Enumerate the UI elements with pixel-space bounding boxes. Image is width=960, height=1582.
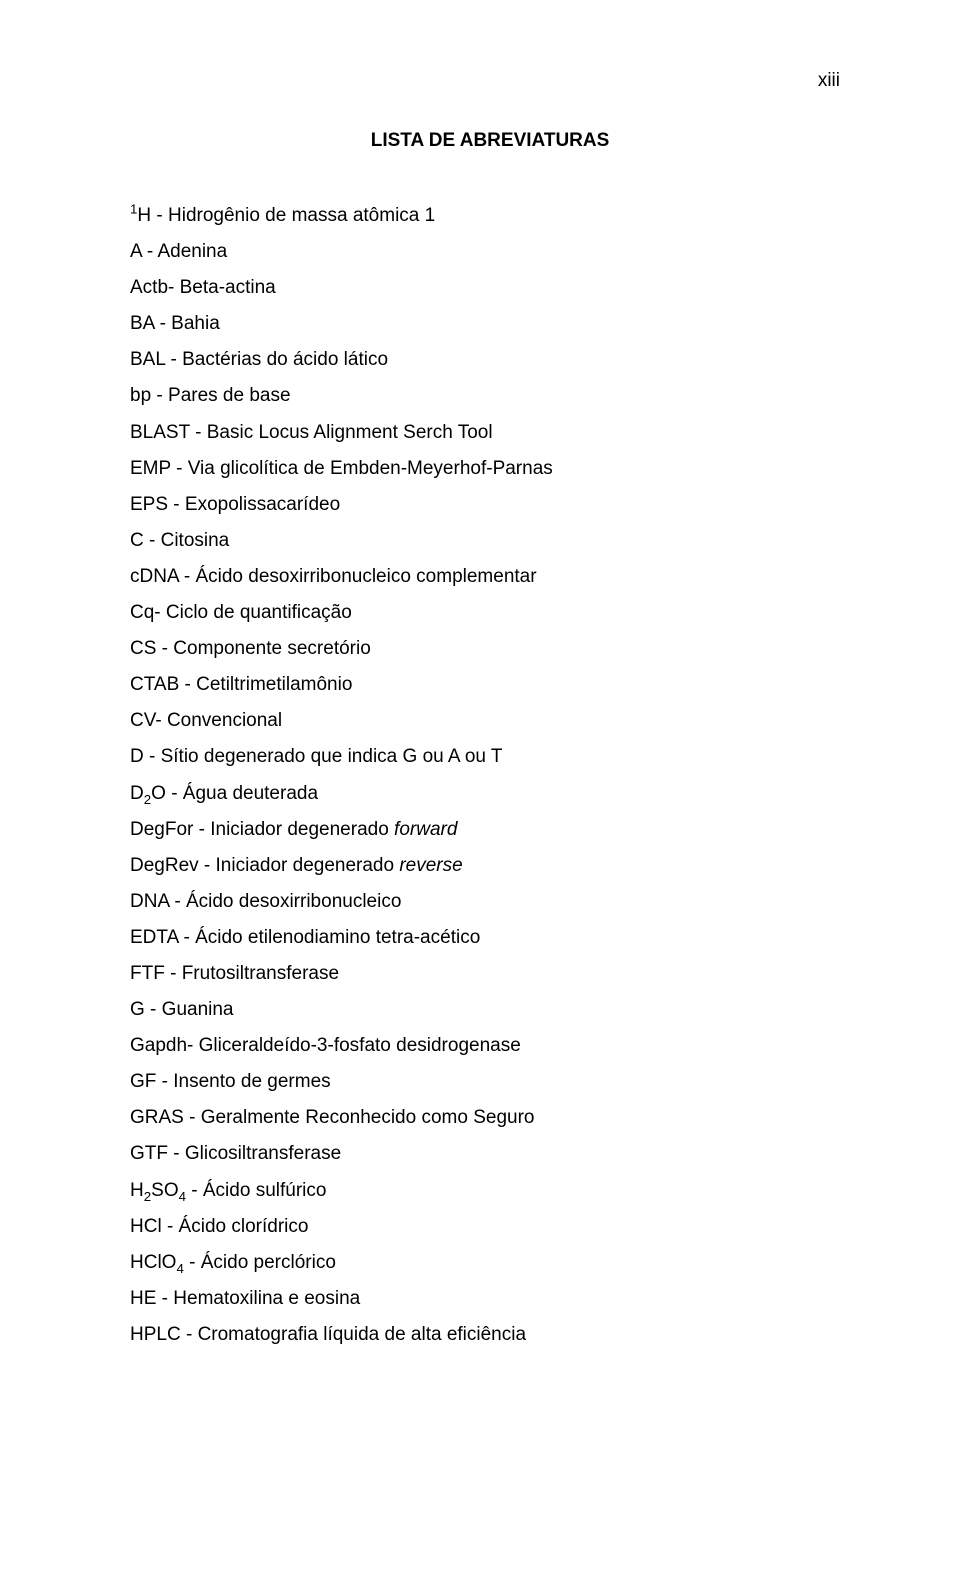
abbreviation-entry: DegFor - Iniciador degenerado forward bbox=[130, 812, 850, 848]
abbreviation-entry: GTF - Glicosiltransferase bbox=[130, 1136, 850, 1172]
abbreviation-entry: CV- Convencional bbox=[130, 703, 850, 739]
abbreviation-entry: CTAB - Cetiltrimetilamônio bbox=[130, 667, 850, 703]
abbreviation-entry: DegRev - Iniciador degenerado reverse bbox=[130, 848, 850, 884]
abbreviation-list: 1H - Hidrogênio de massa atômica 1A - Ad… bbox=[130, 198, 850, 1353]
abbreviation-entry: EPS - Exopolissacarídeo bbox=[130, 487, 850, 523]
abbreviation-entry: bp - Pares de base bbox=[130, 378, 850, 414]
abbreviation-entry: HE - Hematoxilina e eosina bbox=[130, 1281, 850, 1317]
abbreviation-entry: Gapdh- Gliceraldeído-3-fosfato desidroge… bbox=[130, 1028, 850, 1064]
abbreviation-entry: BAL - Bactérias do ácido lático bbox=[130, 342, 850, 378]
abbreviation-entry: 1H - Hidrogênio de massa atômica 1 bbox=[130, 198, 850, 234]
abbreviation-entry: C - Citosina bbox=[130, 523, 850, 559]
abbreviation-entry: D2O - Água deuterada bbox=[130, 776, 850, 812]
abbreviation-entry: H2SO4 - Ácido sulfúrico bbox=[130, 1173, 850, 1209]
abbreviation-entry: DNA - Ácido desoxirribonucleico bbox=[130, 884, 850, 920]
abbreviation-entry: A - Adenina bbox=[130, 234, 850, 270]
abbreviation-entry: BLAST - Basic Locus Alignment Serch Tool bbox=[130, 415, 850, 451]
abbreviation-entry: G - Guanina bbox=[130, 992, 850, 1028]
abbreviation-entry: EDTA - Ácido etilenodiamino tetra-acétic… bbox=[130, 920, 850, 956]
abbreviation-entry: D - Sítio degenerado que indica G ou A o… bbox=[130, 739, 850, 775]
abbreviation-entry: cDNA - Ácido desoxirribonucleico complem… bbox=[130, 559, 850, 595]
abbreviation-entry: HClO4 - Ácido perclórico bbox=[130, 1245, 850, 1281]
page-number: xiii bbox=[818, 70, 840, 92]
abbreviation-entry: HCl - Ácido clorídrico bbox=[130, 1209, 850, 1245]
page-title: LISTA DE ABREVIATURAS bbox=[130, 130, 850, 152]
abbreviation-entry: GRAS - Geralmente Reconhecido como Segur… bbox=[130, 1100, 850, 1136]
abbreviation-entry: FTF - Frutosiltransferase bbox=[130, 956, 850, 992]
abbreviation-entry: EMP - Via glicolítica de Embden-Meyerhof… bbox=[130, 451, 850, 487]
abbreviation-entry: HPLC - Cromatografia líquida de alta efi… bbox=[130, 1317, 850, 1353]
abbreviation-entry: Cq- Ciclo de quantificação bbox=[130, 595, 850, 631]
abbreviation-entry: BA - Bahia bbox=[130, 306, 850, 342]
abbreviation-entry: CS - Componente secretório bbox=[130, 631, 850, 667]
document-page: xiii LISTA DE ABREVIATURAS 1H - Hidrogên… bbox=[0, 0, 960, 1582]
abbreviation-entry: Actb- Beta-actina bbox=[130, 270, 850, 306]
abbreviation-entry: GF - Insento de germes bbox=[130, 1064, 850, 1100]
